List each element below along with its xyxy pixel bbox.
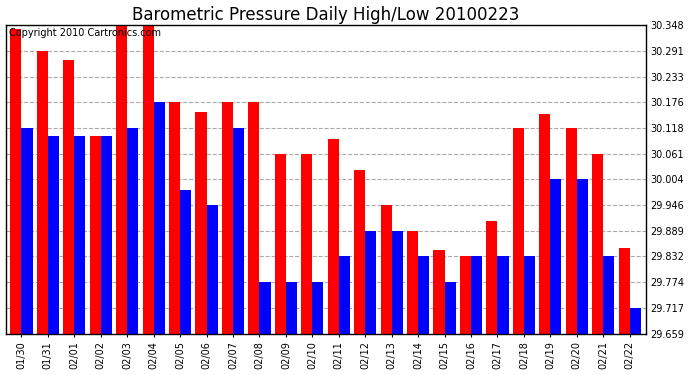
Bar [101, 136, 112, 334]
Title: Barometric Pressure Daily High/Low 20100223: Barometric Pressure Daily High/Low 20100… [132, 6, 520, 24]
Bar [127, 128, 138, 334]
Bar [222, 102, 233, 334]
Bar [10, 29, 21, 334]
Bar [497, 256, 509, 334]
Bar [433, 250, 444, 334]
Bar [180, 190, 191, 334]
Bar [524, 256, 535, 334]
Bar [460, 256, 471, 334]
Text: Copyright 2010 Cartronics.com: Copyright 2010 Cartronics.com [9, 28, 161, 38]
Bar [619, 248, 630, 334]
Bar [21, 128, 32, 334]
Bar [551, 179, 562, 334]
Bar [248, 102, 259, 334]
Bar [418, 256, 429, 334]
Bar [195, 111, 206, 334]
Bar [116, 25, 127, 334]
Bar [75, 136, 86, 334]
Bar [206, 205, 217, 334]
Bar [154, 102, 165, 334]
Bar [471, 256, 482, 334]
Bar [90, 136, 101, 334]
Bar [381, 205, 392, 334]
Bar [313, 282, 324, 334]
Bar [143, 25, 154, 334]
Bar [354, 170, 365, 334]
Bar [444, 282, 455, 334]
Bar [63, 60, 75, 334]
Bar [577, 179, 588, 334]
Bar [233, 128, 244, 334]
Bar [540, 114, 551, 334]
Bar [302, 154, 313, 334]
Bar [603, 256, 614, 334]
Bar [275, 154, 286, 334]
Bar [407, 231, 418, 334]
Bar [630, 308, 641, 334]
Bar [169, 102, 180, 334]
Bar [392, 231, 403, 334]
Bar [592, 154, 603, 334]
Bar [286, 282, 297, 334]
Bar [328, 139, 339, 334]
Bar [513, 128, 524, 334]
Bar [486, 221, 497, 334]
Bar [365, 231, 376, 334]
Bar [566, 128, 577, 334]
Bar [37, 51, 48, 334]
Bar [48, 136, 59, 334]
Bar [339, 256, 350, 334]
Bar [259, 282, 270, 334]
